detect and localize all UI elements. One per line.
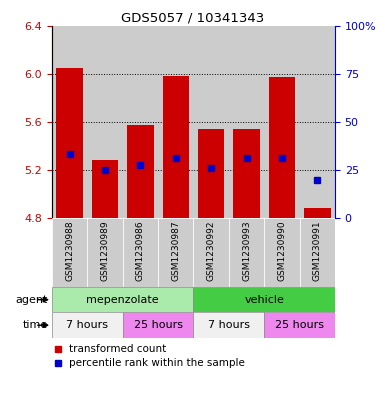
Bar xyxy=(87,218,123,287)
Bar xyxy=(269,77,295,218)
Bar xyxy=(264,26,300,218)
Text: GSM1230986: GSM1230986 xyxy=(136,221,145,281)
Text: 25 hours: 25 hours xyxy=(275,320,324,330)
Bar xyxy=(158,218,193,287)
Text: 7 hours: 7 hours xyxy=(208,320,250,330)
Bar xyxy=(193,287,335,312)
Bar xyxy=(92,160,118,218)
Text: transformed count: transformed count xyxy=(69,344,166,354)
Bar xyxy=(229,26,264,218)
Bar xyxy=(162,76,189,218)
Text: GSM1230989: GSM1230989 xyxy=(100,221,110,281)
Bar xyxy=(264,218,300,287)
Text: time: time xyxy=(23,320,48,330)
Bar xyxy=(304,208,331,218)
Text: GSM1230991: GSM1230991 xyxy=(313,221,322,281)
Bar xyxy=(158,26,193,218)
Bar xyxy=(264,312,335,338)
Bar xyxy=(300,218,335,287)
Text: vehicle: vehicle xyxy=(244,295,284,305)
Text: GSM1230993: GSM1230993 xyxy=(242,221,251,281)
Bar xyxy=(127,125,154,218)
Text: agent: agent xyxy=(16,295,48,305)
Bar xyxy=(123,218,158,287)
Bar xyxy=(123,26,158,218)
Bar xyxy=(198,129,224,218)
Text: percentile rank within the sample: percentile rank within the sample xyxy=(69,358,245,367)
Bar xyxy=(193,218,229,287)
Bar xyxy=(193,312,264,338)
Text: mepenzolate: mepenzolate xyxy=(86,295,159,305)
Text: GSM1230987: GSM1230987 xyxy=(171,221,180,281)
Bar xyxy=(123,312,193,338)
Bar xyxy=(52,287,193,312)
Text: GSM1230992: GSM1230992 xyxy=(207,221,216,281)
Bar xyxy=(229,218,264,287)
Text: 25 hours: 25 hours xyxy=(134,320,182,330)
Text: 7 hours: 7 hours xyxy=(66,320,108,330)
Text: GDS5057 / 10341343: GDS5057 / 10341343 xyxy=(121,11,264,24)
Text: GSM1230988: GSM1230988 xyxy=(65,221,74,281)
Bar xyxy=(52,218,87,287)
Bar xyxy=(52,312,123,338)
Bar xyxy=(56,68,83,218)
Bar xyxy=(193,26,229,218)
Bar xyxy=(52,26,87,218)
Bar xyxy=(233,129,260,218)
Text: GSM1230990: GSM1230990 xyxy=(277,221,286,281)
Bar xyxy=(87,26,123,218)
Bar xyxy=(300,26,335,218)
